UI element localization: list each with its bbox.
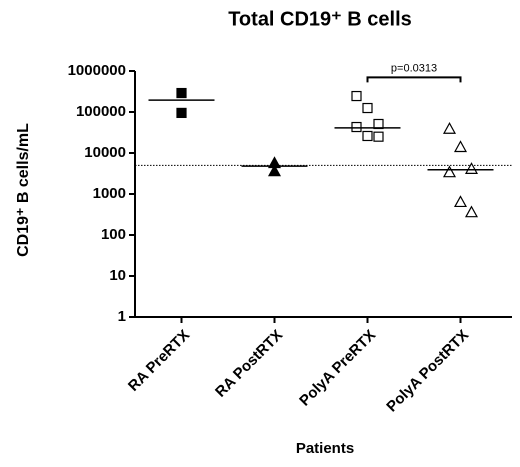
- point: [267, 164, 282, 177]
- y-tick-label: 1000000: [68, 62, 126, 79]
- point: [453, 195, 468, 208]
- point: [442, 122, 457, 134]
- annotation: p=0.0313: [391, 62, 437, 74]
- point: [362, 130, 373, 142]
- y-tick-label: 100000: [76, 103, 126, 120]
- y-tick-label: 10000: [84, 144, 126, 161]
- y-axis-label: CD19⁺ B cells/mL: [15, 123, 32, 257]
- y-tick-label: 1: [118, 308, 126, 325]
- x-tick-label: PolyA PreRTX: [296, 327, 379, 410]
- chart-title: Total CD19⁺ B cells: [228, 8, 412, 30]
- point: [351, 121, 362, 133]
- point: [464, 205, 479, 218]
- x-tick-label: RA PreRTX: [125, 327, 193, 395]
- point: [351, 90, 362, 102]
- x-axis-label: Patients: [296, 440, 354, 457]
- y-tick-label: 10: [109, 267, 126, 284]
- y-tick-label: 100: [101, 226, 126, 243]
- point: [453, 140, 468, 153]
- point: [176, 107, 187, 119]
- x-tick-label: PolyA PostRTX: [383, 327, 472, 416]
- x-tick-label: RA PostRTX: [212, 327, 286, 401]
- point: [373, 131, 384, 142]
- significance-bracket: [366, 76, 462, 83]
- point: [362, 102, 373, 114]
- point: [176, 87, 187, 99]
- point: [464, 162, 479, 174]
- y-tick-label: 1000: [93, 185, 126, 202]
- point: [442, 165, 457, 178]
